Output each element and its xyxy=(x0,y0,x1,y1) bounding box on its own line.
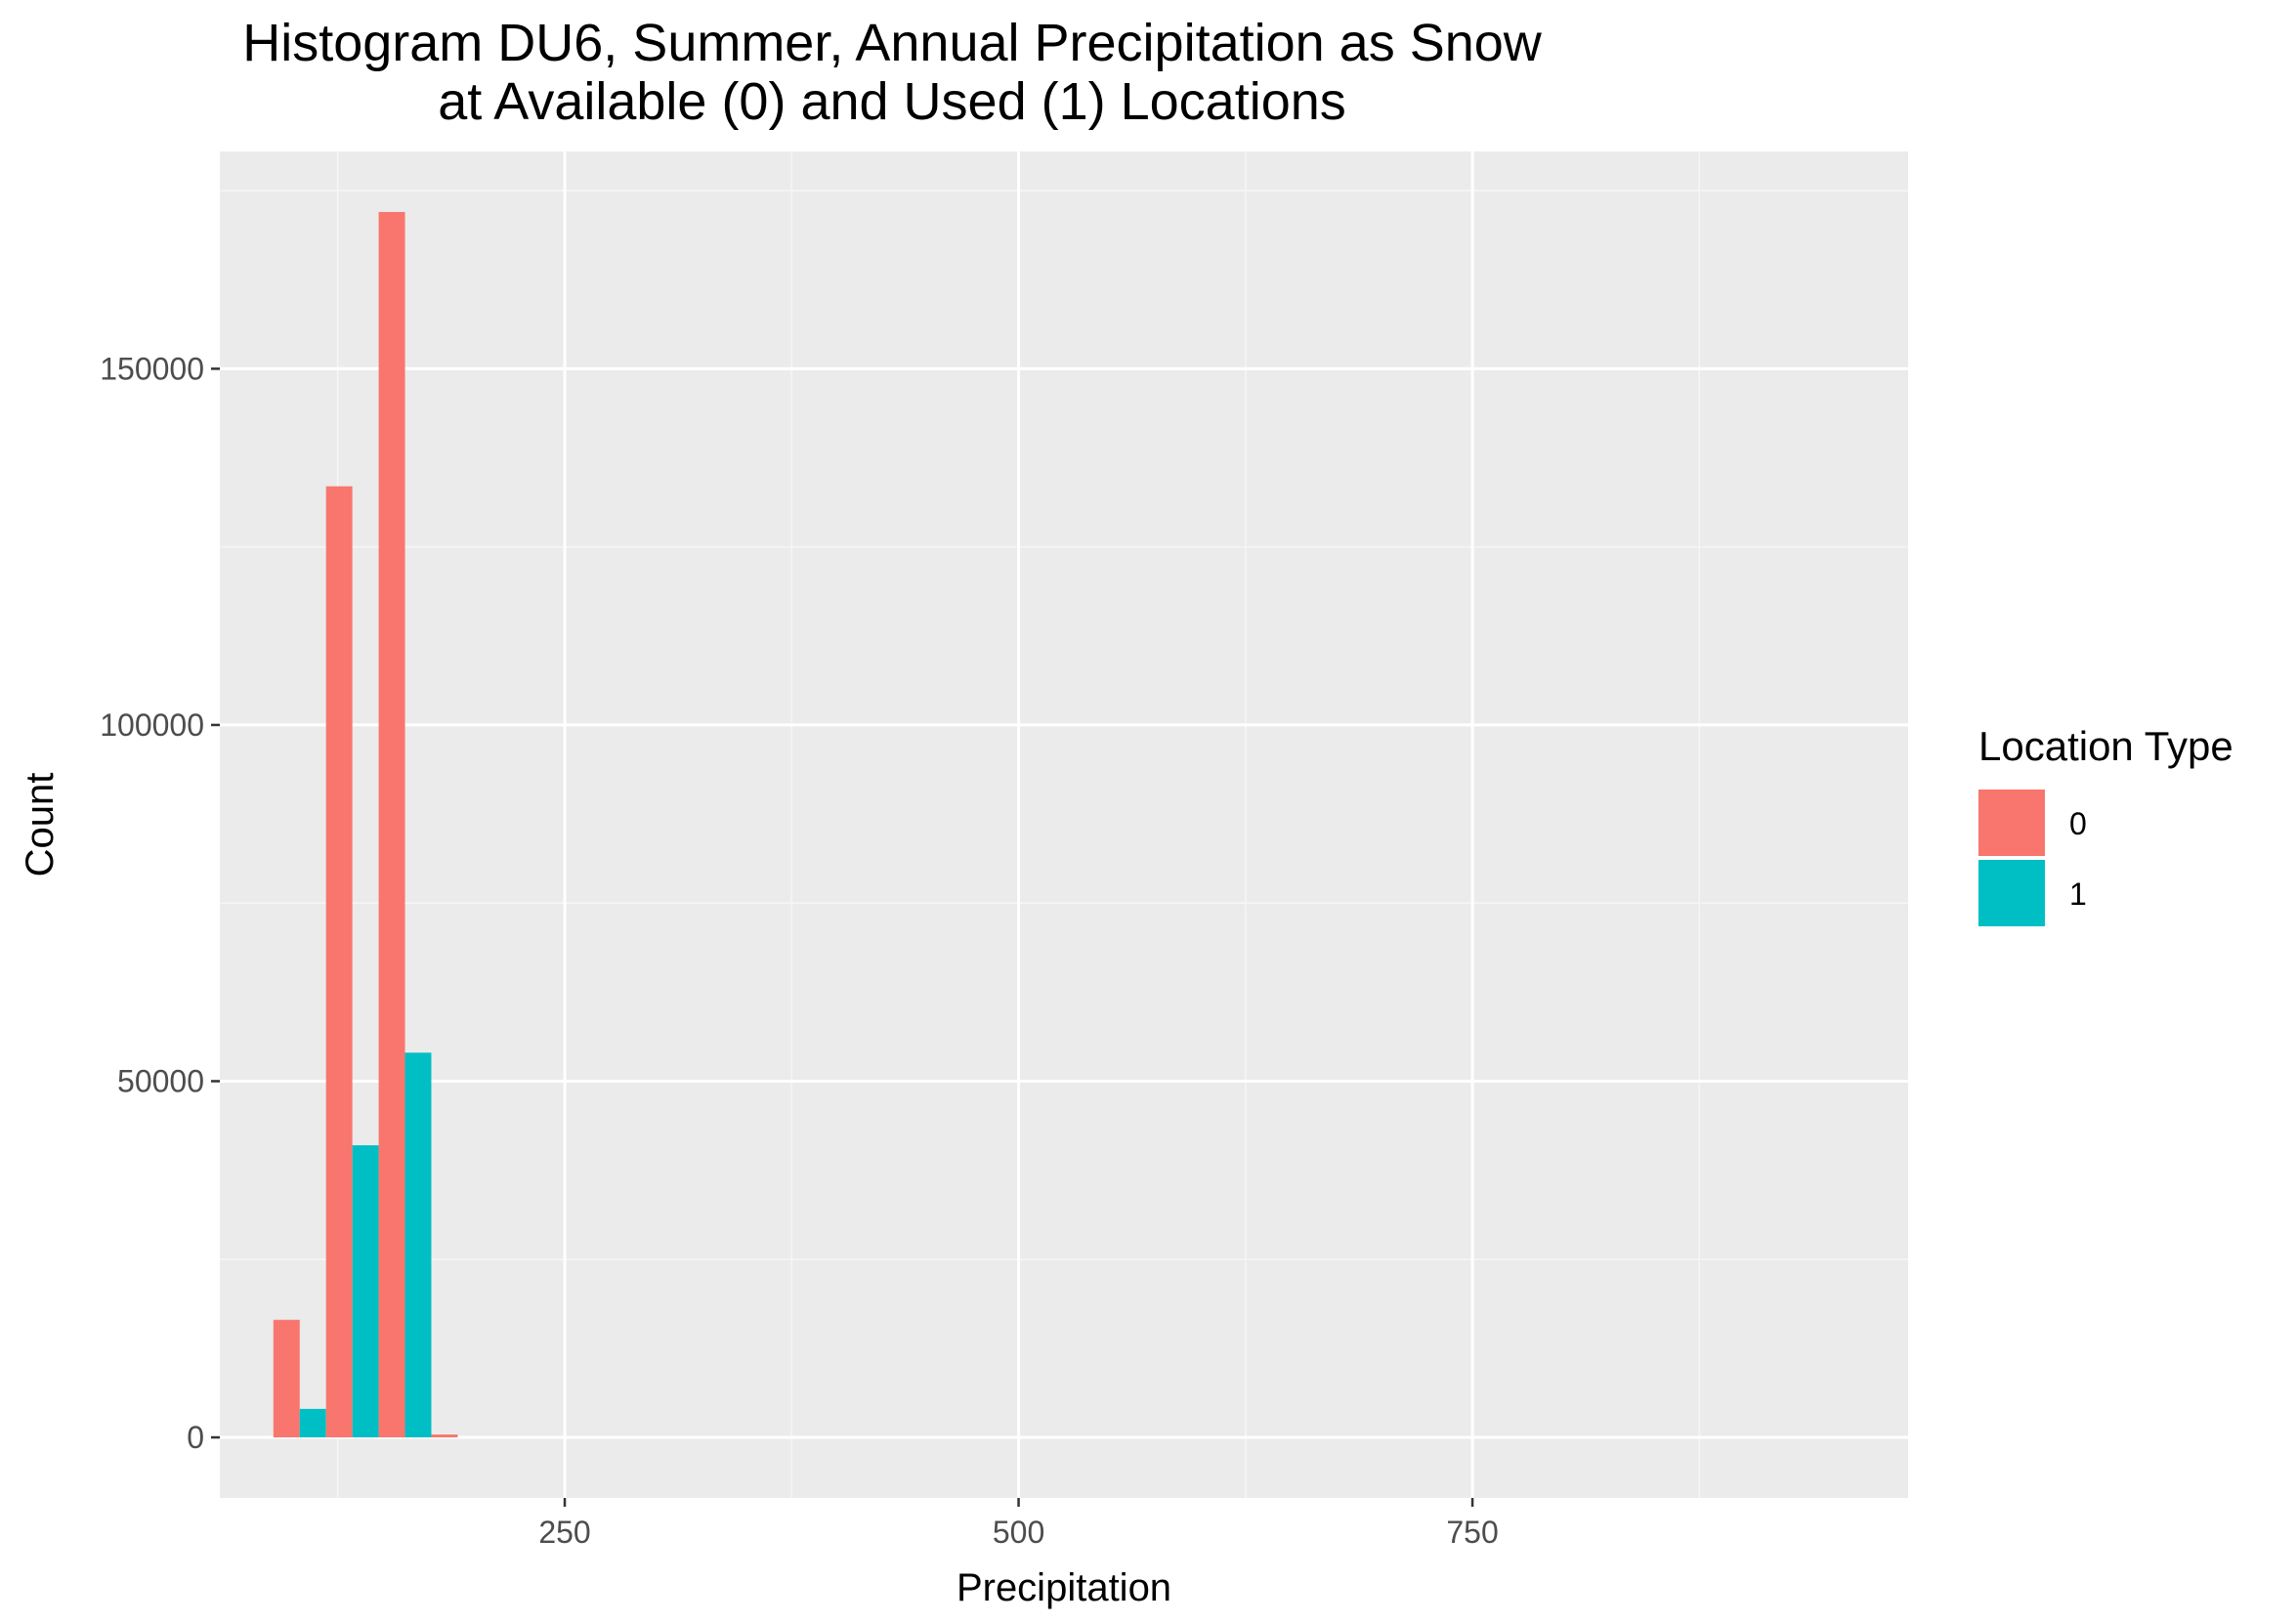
x-axis-ticks: 250 500 750 xyxy=(538,1498,1499,1550)
x-tick-label: 250 xyxy=(538,1515,590,1550)
x-axis-title: Precipitation xyxy=(957,1566,1171,1609)
plot-panel xyxy=(220,151,1908,1498)
major-gridlines xyxy=(220,151,1908,1498)
y-tick-label: 100000 xyxy=(100,707,204,743)
y-axis-title: Count xyxy=(19,773,62,877)
y-tick-label: 150000 xyxy=(100,351,204,386)
bar-series-0-bin-0 xyxy=(273,1319,300,1438)
histogram-bars xyxy=(273,211,458,1438)
legend-label-0: 0 xyxy=(2069,806,2087,841)
y-tick-label: 0 xyxy=(187,1420,204,1455)
bar-series-1-bin-1 xyxy=(352,1145,379,1438)
legend: Location Type 0 1 xyxy=(1978,723,2233,926)
x-tick-label: 500 xyxy=(993,1515,1044,1550)
y-axis-ticks: 0 50000 100000 150000 xyxy=(100,351,220,1455)
minor-gridlines xyxy=(220,151,1908,1498)
legend-key-1 xyxy=(1978,860,2045,926)
legend-title: Location Type xyxy=(1978,723,2233,769)
x-tick-label: 750 xyxy=(1446,1515,1498,1550)
bar-series-0-bin-1 xyxy=(325,486,353,1438)
legend-key-0 xyxy=(1978,790,2045,856)
bar-series-1-bin-2 xyxy=(404,1052,432,1438)
legend-label-1: 1 xyxy=(2069,876,2087,912)
bar-series-1-bin-0 xyxy=(299,1408,326,1438)
chart-title-line-2: at Available (0) and Used (1) Locations xyxy=(438,72,1346,131)
bar-series-0-bin-3 xyxy=(431,1434,458,1438)
chart-title-line-1: Histogram DU6, Summer, Annual Precipitat… xyxy=(242,14,1543,72)
y-tick-label: 50000 xyxy=(117,1063,204,1098)
bar-series-0-bin-2 xyxy=(378,211,405,1438)
